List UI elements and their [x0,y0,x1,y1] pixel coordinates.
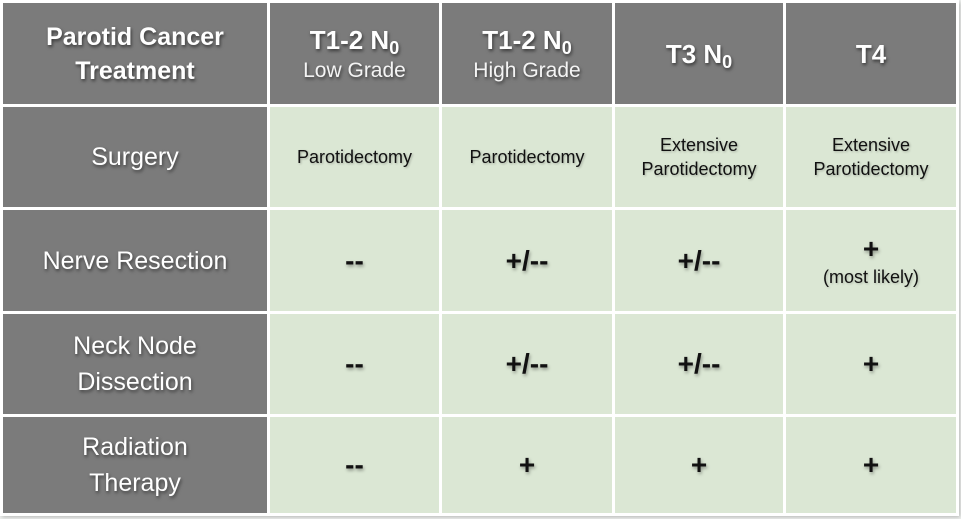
column-header-t1-2-low: T1-2 N0 Low Grade [267,0,442,107]
row-label-neck-node-dissection: Neck Node Dissection [0,311,270,417]
column-header-subscript: 0 [389,37,400,58]
cell-symbol: + [862,232,880,264]
table-cell: -- [267,311,442,417]
corner-header: Parotid Cancer Treatment [0,0,270,107]
cell-text-line2: Parotidectomy [641,159,757,179]
table-cell: + [439,414,615,516]
column-header-main: T3 N [665,38,723,69]
table-row-nerve-resection: Nerve Resection -- +/-- +/-- + (most lik… [0,207,959,314]
column-header-main: T1-2 N [482,24,562,55]
row-label-nerve-resection: Nerve Resection [0,207,270,314]
row-label-line2: Therapy [89,469,181,497]
cell-symbol: + [518,449,536,480]
table-cell: + [612,414,786,516]
table-row-radiation-therapy: Radiation Therapy -- + + + [0,414,959,516]
table-cell: Extensive Parotidectomy [612,104,786,210]
corner-header-line2: Treatment [75,56,195,85]
row-label-surgery: Surgery [0,104,270,210]
table-cell: + [783,311,959,417]
cell-symbol: -- [345,244,364,276]
cell-symbol: +/-- [505,244,549,276]
column-header-main: T1-2 N [309,24,390,55]
table-cell: Parotidectomy [267,104,442,210]
table-cell: Extensive Parotidectomy [783,104,959,210]
cell-text-line1: Extensive [831,135,911,155]
column-header-subscript: 0 [722,51,733,72]
cell-symbol: -- [345,348,364,379]
row-label-line1: Radiation [82,433,188,461]
column-header-grade: High Grade [473,58,581,82]
row-label-line1: Neck Node [73,332,197,360]
header-row: Parotid Cancer Treatment T1-2 N0 Low Gra… [0,0,959,107]
cell-symbol: + [862,449,880,480]
row-label-radiation-therapy: Radiation Therapy [0,414,270,516]
row-label-line1: Nerve Resection [42,246,228,275]
table-row-surgery: Surgery Parotidectomy Parotidectomy Exte… [0,104,959,210]
cell-symbol: + [690,449,708,480]
table-cell: Parotidectomy [439,104,615,210]
cell-symbol: +/-- [505,348,549,379]
table-cell: +/-- [439,311,615,417]
column-header-title: T1-2 N0 [442,23,612,57]
cell-symbol: -- [345,449,364,480]
row-label-line2: Dissection [77,368,193,396]
column-header-title: T3 N0 [615,37,783,71]
column-header-main: T4 [855,38,887,69]
row-label-line1: Surgery [91,143,179,171]
column-header-subscript: 0 [561,37,572,58]
corner-header-line1: Parotid Cancer [46,22,224,51]
table-cell: +/-- [612,207,786,314]
table-cell: -- [267,414,442,516]
cell-note: (most likely) [822,266,919,287]
column-header-t1-2-high: T1-2 N0 High Grade [439,0,615,107]
cell-text-line1: Extensive [659,135,739,155]
cell-symbol: + [862,348,880,379]
column-header-title: T1-2 N0 [270,23,439,57]
cell-text: Parotidectomy [469,147,585,167]
cell-symbol: +/-- [677,244,721,276]
table-cell: + [783,414,959,516]
cell-text-line2: Parotidectomy [813,159,929,179]
column-header-t3: T3 N0 [612,0,786,107]
table-row-neck-node-dissection: Neck Node Dissection -- +/-- +/-- + [0,311,959,417]
table-cell: +/-- [439,207,615,314]
cell-text: Parotidectomy [296,147,413,167]
table-cell: +/-- [612,311,786,417]
table-cell: -- [267,207,442,314]
column-header-grade: Low Grade [303,58,406,82]
cell-symbol: +/-- [677,348,721,379]
table-cell: + (most likely) [783,207,959,314]
column-header-t4: T4 [783,0,959,107]
